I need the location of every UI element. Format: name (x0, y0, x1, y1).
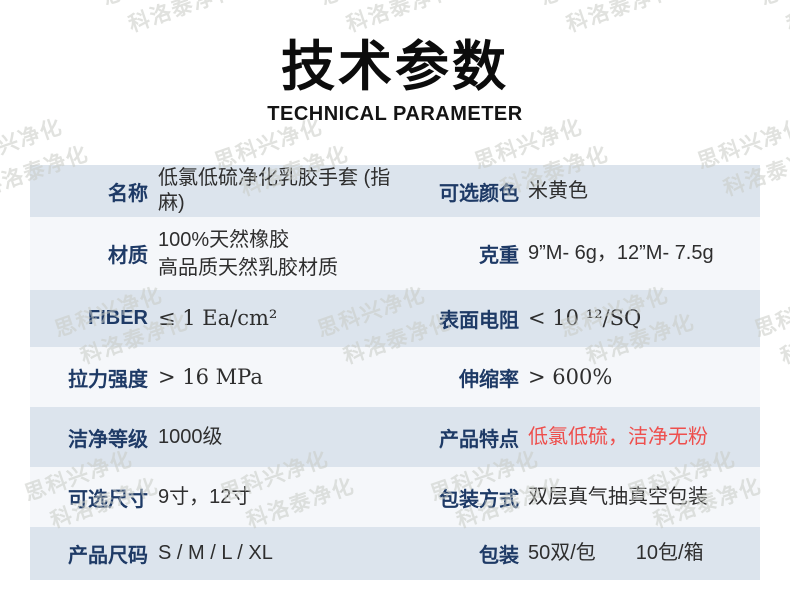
spec-value: 9”M- 6g，12”M- 7.5g (528, 242, 714, 264)
table-row: 材质 100%天然橡胶 高品质天然乳胶材质 克重 9”M- 6g，12”M- 7.5g (30, 217, 760, 290)
spec-value: 9寸，12寸 (158, 485, 252, 508)
spec-label: 可选尺寸 (68, 488, 148, 511)
spec-label: 拉力强度 (68, 368, 148, 391)
spec-value: 50双/包 10包/箱 (528, 542, 704, 564)
watermark-text: 思科兴净化 (536, 0, 652, 11)
spec-value: 1000级 (158, 425, 223, 448)
spec-value: 低氯低硫净化乳胶手套 (指麻) (158, 167, 391, 214)
page-title: 技术参数 (281, 37, 509, 97)
spec-table: 名称 低氯低硫净化乳胶手套 (指麻) 可选颜色 米黄色 材质 100%天然橡胶 高品质天然乳… (30, 165, 760, 580)
table-row: 产品尺码 S / M / L / XL 包装 50双/包 10包/箱 (30, 527, 760, 580)
watermark-text: 科洛泰净化 (783, 0, 790, 37)
spec-value-line: 高品质天然乳胶材质 (158, 256, 338, 279)
watermark-text: 思科兴净化 (316, 0, 432, 11)
table-row: 可选尺寸 9寸，12寸 包装方式 双层真气抽真空包装 (30, 467, 760, 527)
spec-label: 克重 (479, 245, 519, 267)
watermark-text: 科洛泰净化 (777, 310, 790, 369)
spec-label: 产品特点 (439, 428, 519, 451)
spec-label: 名称 (108, 182, 148, 205)
spec-label: 产品尺码 (68, 545, 148, 567)
spec-value: 米黄色 (528, 179, 588, 202)
spec-label: 表面电阻 (439, 310, 519, 332)
watermark-text: 思科兴净化 (756, 0, 790, 11)
table-row: 名称 低氯低硫净化乳胶手套 (指麻) 可选颜色 米黄色 (30, 165, 760, 217)
header: 技术参数 TECHNICAL PARAMETER (0, 36, 790, 126)
watermark-text: 科洛泰净化 (563, 0, 678, 37)
spec-label: 包装方式 (439, 488, 519, 511)
spec-value: 100%天然橡胶高品质天然乳胶材质 (148, 226, 399, 282)
spec-value: 低氯低硫，洁净无粉 (528, 425, 708, 448)
watermark-text: 科洛泰净化 (125, 0, 240, 37)
spec-value: ≤ 1 Ea/cm² (158, 306, 278, 331)
spec-label: 可选颜色 (439, 182, 519, 205)
spec-value: S / M / L / XL (158, 542, 273, 564)
spec-label: FIBER (88, 307, 148, 329)
spec-value: < 10 ¹²/SQ (528, 306, 642, 331)
spec-value-line: 100%天然橡胶 (158, 228, 290, 251)
page-subtitle: TECHNICAL PARAMETER (267, 103, 523, 126)
spec-label: 伸缩率 (459, 368, 519, 391)
table-row: FIBER ≤ 1 Ea/cm² 表面电阻 < 10 ¹²/SQ (30, 290, 760, 347)
table-row: 拉力强度 > 16 MPa 伸缩率 > 600% (30, 347, 760, 407)
spec-value: > 600% (528, 364, 613, 389)
spec-label: 洁净等级 (68, 428, 148, 451)
watermark-text: 科洛泰净化 (343, 0, 458, 37)
spec-value: 双层真气抽真空包装 (528, 485, 708, 508)
spec-label: 包装 (479, 545, 519, 567)
spec-value: > 16 MPa (158, 364, 263, 389)
table-row: 洁净等级 1000级 产品特点 低氯低硫，洁净无粉 (30, 407, 760, 467)
watermark-text: 思科兴净化 (98, 0, 214, 11)
spec-label: 材质 (108, 245, 148, 267)
